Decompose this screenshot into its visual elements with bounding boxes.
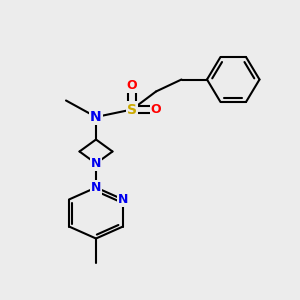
Text: N: N — [91, 157, 101, 170]
Text: N: N — [91, 181, 101, 194]
Text: O: O — [127, 79, 137, 92]
Text: N: N — [118, 193, 128, 206]
Text: S: S — [127, 103, 137, 116]
Text: N: N — [90, 110, 102, 124]
Text: O: O — [151, 103, 161, 116]
